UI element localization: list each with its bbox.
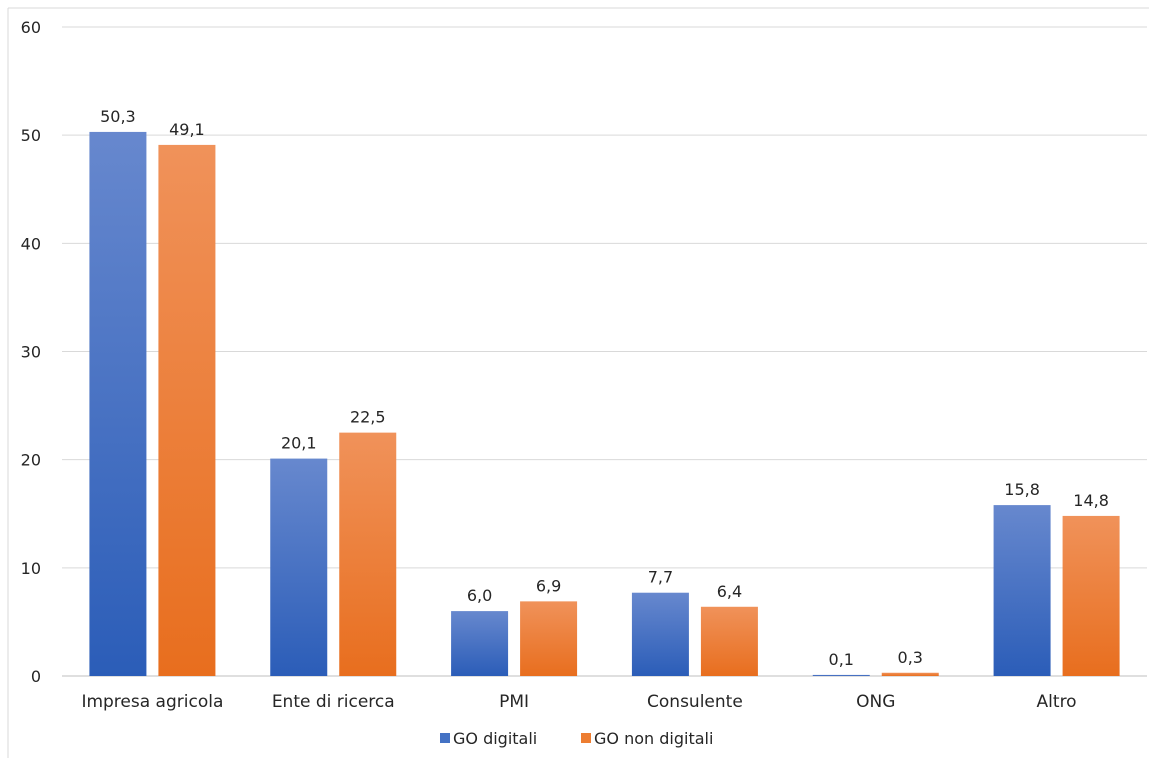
y-tick-label: 10 [21, 559, 41, 578]
data-label: 7,7 [648, 568, 673, 587]
x-category-label: PMI [499, 692, 529, 712]
legend-label: GO digitali [453, 729, 537, 748]
data-label: 49,1 [169, 120, 205, 139]
data-labels: 50,3 49,1 20,1 22,5 6,0 6,9 7,7 6,4 0,1 0,3 15,8 14… [100, 107, 1109, 669]
x-category-label: ONG [856, 692, 895, 712]
bar-go-non-digitali [339, 432, 397, 676]
data-label: 6,0 [467, 586, 492, 605]
bar-go-digitali [631, 592, 689, 676]
data-label: 14,8 [1073, 491, 1109, 510]
bar-go-non-digitali [158, 144, 216, 676]
data-label: 15,8 [1004, 480, 1040, 499]
y-tick-label: 20 [21, 451, 41, 470]
bars [89, 131, 1120, 677]
legend-label: GO non digitali [594, 729, 713, 748]
y-tick-label: 40 [21, 234, 41, 253]
y-axis-ticks: 0 10 20 30 40 50 60 [21, 18, 41, 686]
legend: GO digitali GO non digitali [440, 729, 713, 748]
data-label: 20,1 [281, 434, 317, 453]
y-tick-label: 60 [21, 18, 41, 37]
bar-go-digitali [812, 674, 870, 676]
bar-go-non-digitali [520, 601, 578, 676]
bar-go-digitali [451, 611, 509, 676]
data-label: 0,1 [829, 650, 854, 669]
x-axis-categories: Impresa agricola Ente di ricerca PMI Consul… [81, 692, 1076, 712]
data-label: 50,3 [100, 107, 136, 126]
data-label: 22,5 [350, 408, 386, 427]
bar-go-non-digitali [700, 606, 758, 676]
gridlines [62, 26, 1147, 677]
bar-go-non-digitali [1062, 515, 1120, 676]
x-category-label: Ente di ricerca [272, 692, 395, 712]
data-label: 0,3 [898, 648, 923, 667]
x-category-label: Impresa agricola [81, 692, 223, 712]
bar-go-digitali [993, 505, 1051, 676]
x-category-label: Consulente [647, 692, 743, 712]
bar-go-digitali [89, 131, 147, 677]
data-label: 6,4 [717, 582, 742, 601]
y-tick-label: 50 [21, 126, 41, 145]
y-tick-label: 0 [31, 667, 41, 686]
bar-go-non-digitali [881, 672, 939, 676]
legend-swatch [581, 733, 591, 743]
x-category-label: Altro [1037, 692, 1077, 712]
y-tick-label: 30 [21, 343, 41, 362]
data-label: 6,9 [536, 576, 561, 595]
legend-swatch [440, 733, 450, 743]
bar-go-digitali [270, 458, 328, 676]
